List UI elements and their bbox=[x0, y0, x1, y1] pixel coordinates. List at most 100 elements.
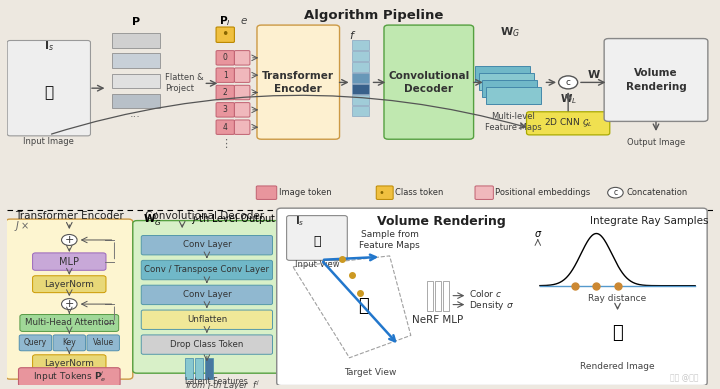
FancyBboxPatch shape bbox=[276, 208, 707, 385]
Text: $\mathbf{W}_G^j$: $\mathbf{W}_G^j$ bbox=[143, 210, 161, 228]
Text: $\sigma$: $\sigma$ bbox=[534, 228, 542, 238]
Text: ⋮: ⋮ bbox=[220, 138, 231, 149]
FancyBboxPatch shape bbox=[141, 235, 272, 255]
Circle shape bbox=[608, 187, 624, 198]
Text: ···: ··· bbox=[130, 112, 141, 122]
Text: c: c bbox=[566, 78, 571, 87]
Text: •: • bbox=[379, 187, 384, 198]
Text: Unflatten: Unflatten bbox=[186, 315, 227, 324]
FancyBboxPatch shape bbox=[141, 260, 272, 280]
FancyBboxPatch shape bbox=[257, 25, 340, 139]
FancyBboxPatch shape bbox=[7, 40, 91, 136]
Text: 0: 0 bbox=[222, 53, 228, 62]
FancyBboxPatch shape bbox=[141, 335, 272, 354]
Text: $\mathbf{W}_G$: $\mathbf{W}_G$ bbox=[500, 25, 520, 39]
Text: LayerNorm: LayerNorm bbox=[45, 280, 94, 289]
FancyBboxPatch shape bbox=[141, 310, 272, 329]
Text: $j$-th Level Output: $j$-th Level Output bbox=[191, 212, 276, 226]
FancyBboxPatch shape bbox=[235, 85, 250, 100]
FancyBboxPatch shape bbox=[351, 62, 369, 72]
Text: 2D CNN $\mathcal{G}_L$: 2D CNN $\mathcal{G}_L$ bbox=[544, 117, 593, 130]
Text: $J\times$: $J\times$ bbox=[14, 219, 30, 233]
Text: Drop Class Token: Drop Class Token bbox=[170, 340, 243, 349]
Text: Volume Rendering: Volume Rendering bbox=[377, 215, 505, 228]
FancyBboxPatch shape bbox=[482, 80, 537, 97]
Text: Rendered Image: Rendered Image bbox=[580, 362, 655, 371]
Circle shape bbox=[61, 235, 77, 245]
Text: Key: Key bbox=[63, 338, 76, 347]
FancyBboxPatch shape bbox=[19, 335, 52, 351]
Text: Conv Layer: Conv Layer bbox=[183, 240, 231, 249]
FancyBboxPatch shape bbox=[351, 73, 369, 83]
FancyBboxPatch shape bbox=[216, 51, 235, 65]
Text: Concatenation: Concatenation bbox=[626, 188, 688, 197]
FancyBboxPatch shape bbox=[87, 335, 120, 351]
FancyBboxPatch shape bbox=[112, 33, 160, 48]
Text: $\mathbf{I}_s$: $\mathbf{I}_s$ bbox=[295, 215, 305, 228]
FancyBboxPatch shape bbox=[216, 27, 235, 42]
Text: Algorithm Pipeline: Algorithm Pipeline bbox=[305, 9, 444, 23]
FancyBboxPatch shape bbox=[204, 358, 213, 379]
FancyBboxPatch shape bbox=[20, 315, 119, 331]
Text: $\mathbf{I}_s$: $\mathbf{I}_s$ bbox=[44, 39, 54, 53]
FancyBboxPatch shape bbox=[256, 186, 276, 200]
FancyBboxPatch shape bbox=[16, 57, 83, 127]
Circle shape bbox=[61, 299, 77, 310]
Text: Output Image: Output Image bbox=[627, 138, 685, 147]
Text: Query: Query bbox=[24, 338, 47, 347]
FancyBboxPatch shape bbox=[235, 51, 250, 65]
FancyBboxPatch shape bbox=[32, 355, 106, 372]
Text: Value: Value bbox=[93, 338, 114, 347]
FancyBboxPatch shape bbox=[195, 358, 203, 379]
FancyBboxPatch shape bbox=[351, 95, 369, 105]
Text: $f$: $f$ bbox=[349, 29, 356, 41]
FancyBboxPatch shape bbox=[216, 85, 235, 100]
FancyBboxPatch shape bbox=[351, 40, 369, 50]
Text: Convolutional
Decoder: Convolutional Decoder bbox=[388, 71, 469, 94]
Text: Multi-level
Feature Maps: Multi-level Feature Maps bbox=[485, 112, 541, 132]
FancyBboxPatch shape bbox=[216, 68, 235, 82]
FancyBboxPatch shape bbox=[32, 253, 106, 270]
Text: Positional embeddings: Positional embeddings bbox=[495, 188, 590, 197]
Text: Input Tokens $\mathbf{P}_e^i$: Input Tokens $\mathbf{P}_e^i$ bbox=[32, 370, 106, 384]
Text: $\mathbf{P}_l$: $\mathbf{P}_l$ bbox=[219, 14, 230, 28]
Text: Conv / Transpose Conv Layer: Conv / Transpose Conv Layer bbox=[145, 265, 269, 274]
Text: Flatten &
Project: Flatten & Project bbox=[166, 73, 204, 93]
Circle shape bbox=[559, 76, 577, 89]
FancyBboxPatch shape bbox=[235, 103, 250, 117]
Text: NeRF MLP: NeRF MLP bbox=[412, 315, 463, 326]
Text: $e$: $e$ bbox=[240, 16, 248, 26]
Text: Integrate Ray Samples: Integrate Ray Samples bbox=[590, 216, 708, 226]
Text: Input Image: Input Image bbox=[23, 137, 74, 145]
FancyBboxPatch shape bbox=[427, 281, 433, 310]
Text: Volume
Rendering: Volume Rendering bbox=[626, 68, 686, 91]
Text: Density $\sigma$: Density $\sigma$ bbox=[469, 299, 514, 312]
FancyBboxPatch shape bbox=[216, 120, 235, 135]
FancyBboxPatch shape bbox=[604, 39, 708, 121]
Text: +: + bbox=[65, 235, 74, 245]
FancyBboxPatch shape bbox=[6, 219, 132, 379]
FancyBboxPatch shape bbox=[485, 87, 541, 104]
FancyBboxPatch shape bbox=[443, 281, 449, 310]
FancyBboxPatch shape bbox=[112, 74, 160, 88]
Text: Input View: Input View bbox=[294, 260, 339, 269]
Text: MLP: MLP bbox=[59, 257, 79, 266]
FancyBboxPatch shape bbox=[351, 51, 369, 61]
Text: Multi-Head Attention: Multi-Head Attention bbox=[24, 319, 114, 328]
Text: Transformer Encoder: Transformer Encoder bbox=[15, 211, 124, 221]
Text: +: + bbox=[65, 299, 74, 309]
Text: 🚗: 🚗 bbox=[313, 235, 320, 249]
Text: •: • bbox=[222, 28, 229, 41]
FancyBboxPatch shape bbox=[235, 120, 250, 135]
FancyBboxPatch shape bbox=[112, 94, 160, 109]
Text: Conv Layer: Conv Layer bbox=[183, 290, 231, 299]
FancyBboxPatch shape bbox=[235, 68, 250, 82]
FancyBboxPatch shape bbox=[475, 186, 493, 200]
Text: 知乎 @藥朱: 知乎 @藥朱 bbox=[670, 373, 699, 382]
Text: Image token: Image token bbox=[279, 188, 331, 197]
FancyBboxPatch shape bbox=[526, 112, 610, 135]
FancyBboxPatch shape bbox=[141, 285, 272, 305]
FancyBboxPatch shape bbox=[287, 216, 347, 260]
FancyBboxPatch shape bbox=[185, 358, 194, 379]
FancyBboxPatch shape bbox=[19, 368, 120, 386]
